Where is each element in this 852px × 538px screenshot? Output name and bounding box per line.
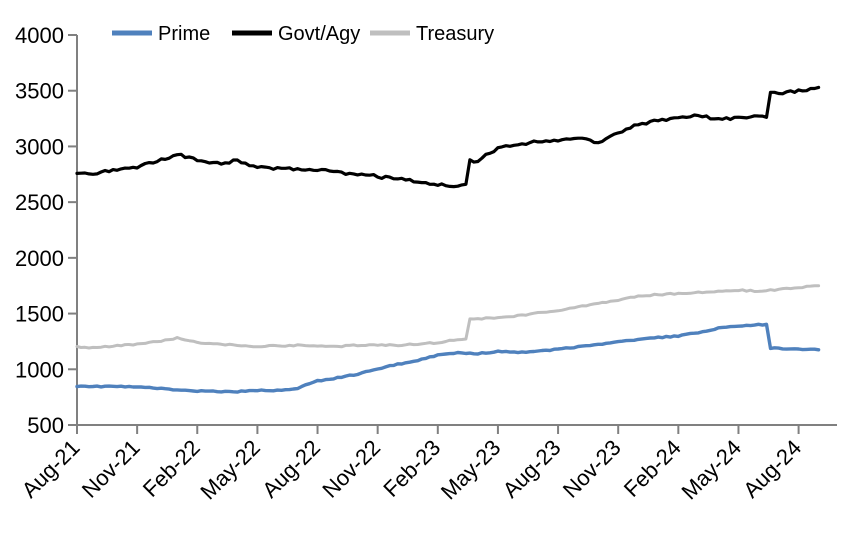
legend-item-treasury: Treasury [370,23,494,45]
y-axis-tick-label: 4000 [15,23,64,48]
x-axis-tick-label: Nov-23 [558,435,626,503]
series-line-govt-agy [75,85,821,189]
x-axis-tick-label: May-23 [436,435,506,505]
y-axis-tick-label: 500 [27,413,64,438]
x-axis-tick-label: Nov-21 [77,435,145,503]
y-axis-tick-label: 3500 [15,79,64,104]
legend-label-govt-agy: Govt/Agy [278,23,360,45]
series-line-prime [75,322,821,394]
x-axis-tick-label: Aug-21 [17,435,85,503]
x-axis-tick-label: Nov-22 [317,435,385,503]
legend: Prime Govt/Agy Treasury [112,23,494,45]
series-line-treasury [75,284,821,350]
x-axis-tick-label: May-24 [676,435,746,505]
x-axis-tick-label: Aug-22 [257,435,325,503]
x-axis-tick-label: Feb-24 [619,435,686,502]
legend-item-prime: Prime [112,23,210,45]
legend-label-prime: Prime [158,23,210,45]
x-axis-tick-label: Aug-23 [498,435,566,503]
axes [68,34,837,434]
plot-area [75,85,821,394]
y-axis-tick-label: 3000 [15,134,64,159]
x-axis-labels: Aug-21Nov-21Feb-22May-22Aug-22Nov-22Feb-… [17,435,806,505]
y-axis-tick-label: 2000 [15,246,64,271]
y-axis-tick-label: 2500 [15,190,64,215]
legend-item-govt-agy: Govt/Agy [232,23,360,45]
x-axis-tick-label: Feb-22 [138,435,205,502]
y-axis-labels: 4000 3500 3000 2500 2000 1500 1000 500 [15,23,64,438]
x-axis-tick-label: Feb-23 [378,435,445,502]
x-axis-tick-label: May-22 [195,435,265,505]
y-axis-tick-label: 1000 [15,357,64,382]
y-axis-tick-label: 1500 [15,302,64,327]
x-axis-tick-label: Aug-24 [738,435,806,503]
legend-label-treasury: Treasury [416,23,494,45]
